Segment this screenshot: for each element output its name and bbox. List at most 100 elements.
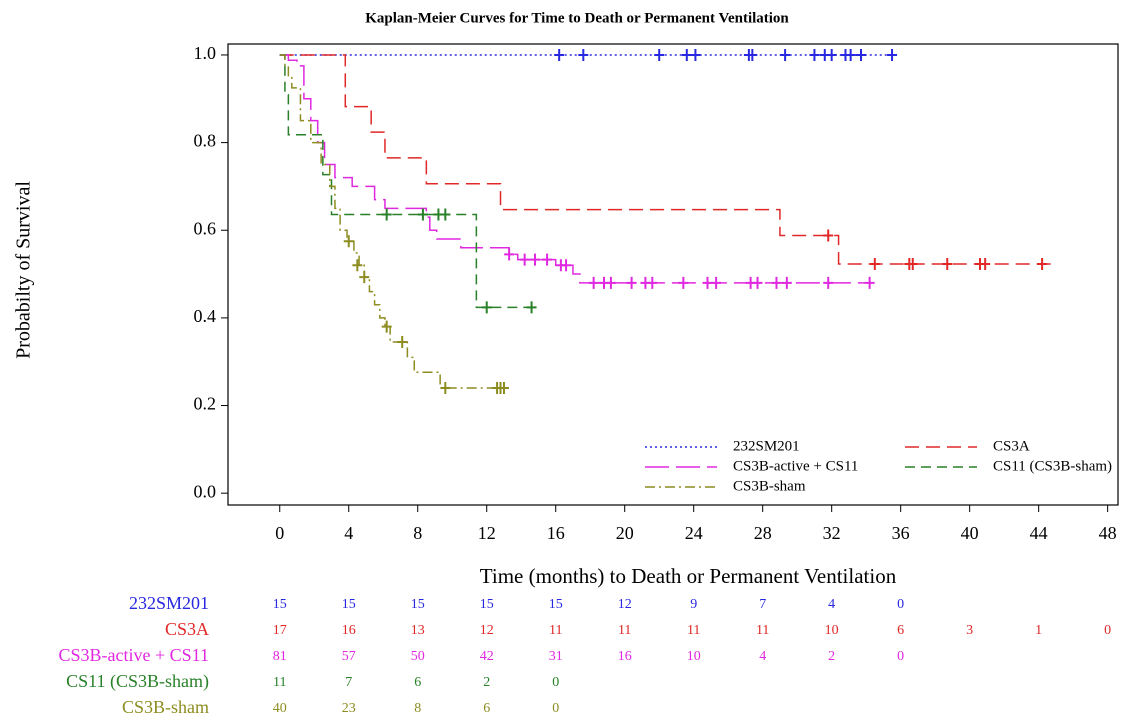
x-tick-label: 48: [1099, 523, 1117, 543]
censor-mark: [381, 320, 392, 333]
censor-mark: [397, 335, 408, 348]
x-tick-label: 28: [754, 523, 772, 543]
censor-mark: [678, 276, 689, 289]
censor-mark: [519, 253, 530, 266]
censor-mark: [823, 229, 834, 242]
censor-mark: [481, 301, 492, 314]
risk-count: 15: [273, 597, 287, 612]
legend-label: CS3B-active + CS11: [733, 458, 858, 474]
censor-mark: [980, 257, 991, 270]
y-tick-label: 0.4: [194, 306, 217, 326]
risk-count: 81: [273, 649, 287, 664]
risk-count: 11: [756, 623, 769, 638]
risk-count: 6: [483, 701, 490, 716]
survival-curve: [279, 54, 532, 309]
censor-mark: [942, 257, 953, 270]
risk-count: 3: [966, 623, 973, 638]
legend-label: 232SM201: [733, 438, 800, 454]
censor-mark: [1037, 257, 1048, 270]
risk-count: 0: [552, 701, 559, 716]
censor-mark: [561, 259, 572, 272]
x-tick-label: 24: [685, 523, 703, 543]
x-tick-label: 32: [823, 523, 841, 543]
censor-mark: [417, 208, 428, 221]
censor-mark: [343, 235, 354, 248]
y-tick-label: 1.0: [194, 43, 217, 63]
censor-mark: [554, 48, 565, 61]
risk-count: 42: [480, 649, 494, 664]
censor-mark: [530, 253, 541, 266]
censor-mark: [845, 48, 856, 61]
risk-count: 11: [618, 623, 631, 638]
risk-count: 10: [825, 623, 839, 638]
legend-label: CS3B-sham: [733, 478, 806, 494]
x-tick-label: 4: [344, 523, 353, 543]
censor-mark: [498, 381, 509, 394]
censor-mark: [654, 48, 665, 61]
censor-mark: [588, 276, 599, 289]
censor-mark: [681, 48, 692, 61]
risk-count: 4: [759, 649, 766, 664]
risk-count: 9: [690, 597, 697, 612]
censor-mark: [711, 276, 722, 289]
x-axis-label: Time (months) to Death or Permanent Vent…: [480, 564, 897, 588]
legend-label: CS3A: [993, 438, 1030, 454]
survival-curve: [279, 54, 1055, 265]
y-tick-label: 0.0: [194, 481, 217, 501]
censor-mark: [690, 48, 701, 61]
censor-mark: [542, 253, 553, 266]
censor-mark: [605, 276, 616, 289]
risk-count: 16: [618, 649, 632, 664]
risk-count: 0: [552, 675, 559, 690]
censor-mark: [780, 48, 791, 61]
risk-count: 6: [414, 675, 421, 690]
censor-mark: [864, 276, 875, 289]
y-axis-label: Probabilty of Survival: [13, 181, 35, 359]
risk-count: 11: [549, 623, 562, 638]
risk-count: 7: [759, 597, 766, 612]
risk-count: 1: [1035, 623, 1042, 638]
risk-count: 15: [480, 597, 494, 612]
censor-mark: [747, 48, 758, 61]
risk-count: 11: [687, 623, 700, 638]
survival-curve: [279, 54, 872, 284]
x-tick-label: 12: [478, 523, 496, 543]
censor-mark: [526, 301, 537, 314]
risk-count: 10: [687, 649, 701, 664]
chart-title: Kaplan-Meier Curves for Time to Death or…: [365, 10, 789, 26]
censor-mark: [381, 208, 392, 221]
y-tick-label: 0.2: [194, 394, 217, 414]
risk-count: 6: [897, 623, 904, 638]
risk-row-label: CS3B-sham: [122, 697, 209, 717]
risk-count: 57: [342, 649, 356, 664]
risk-count: 2: [828, 649, 835, 664]
x-tick-label: 0: [275, 523, 284, 543]
x-tick-label: 16: [547, 523, 565, 543]
risk-count: 8: [414, 701, 421, 716]
censor-mark: [440, 381, 451, 394]
x-tick-label: 20: [616, 523, 634, 543]
censor-mark: [771, 276, 782, 289]
risk-count: 2: [483, 675, 490, 690]
risk-count: 12: [618, 597, 632, 612]
censor-mark: [781, 276, 792, 289]
censor-mark: [823, 276, 834, 289]
risk-count: 12: [480, 623, 494, 638]
risk-row-label: CS11 (CS3B-sham): [66, 671, 209, 692]
risk-count: 50: [411, 649, 425, 664]
risk-count: 4: [828, 597, 835, 612]
risk-count: 13: [411, 623, 425, 638]
x-tick-label: 8: [413, 523, 422, 543]
censor-mark: [752, 276, 763, 289]
censor-mark: [647, 276, 658, 289]
risk-count: 15: [411, 597, 425, 612]
censor-mark: [869, 257, 880, 270]
censor-mark: [359, 271, 370, 284]
risk-count: 40: [273, 701, 287, 716]
risk-count: 7: [345, 675, 352, 690]
risk-row-label: 232SM201: [129, 593, 209, 613]
risk-count: 31: [549, 649, 563, 664]
survival-curve: [279, 54, 504, 389]
